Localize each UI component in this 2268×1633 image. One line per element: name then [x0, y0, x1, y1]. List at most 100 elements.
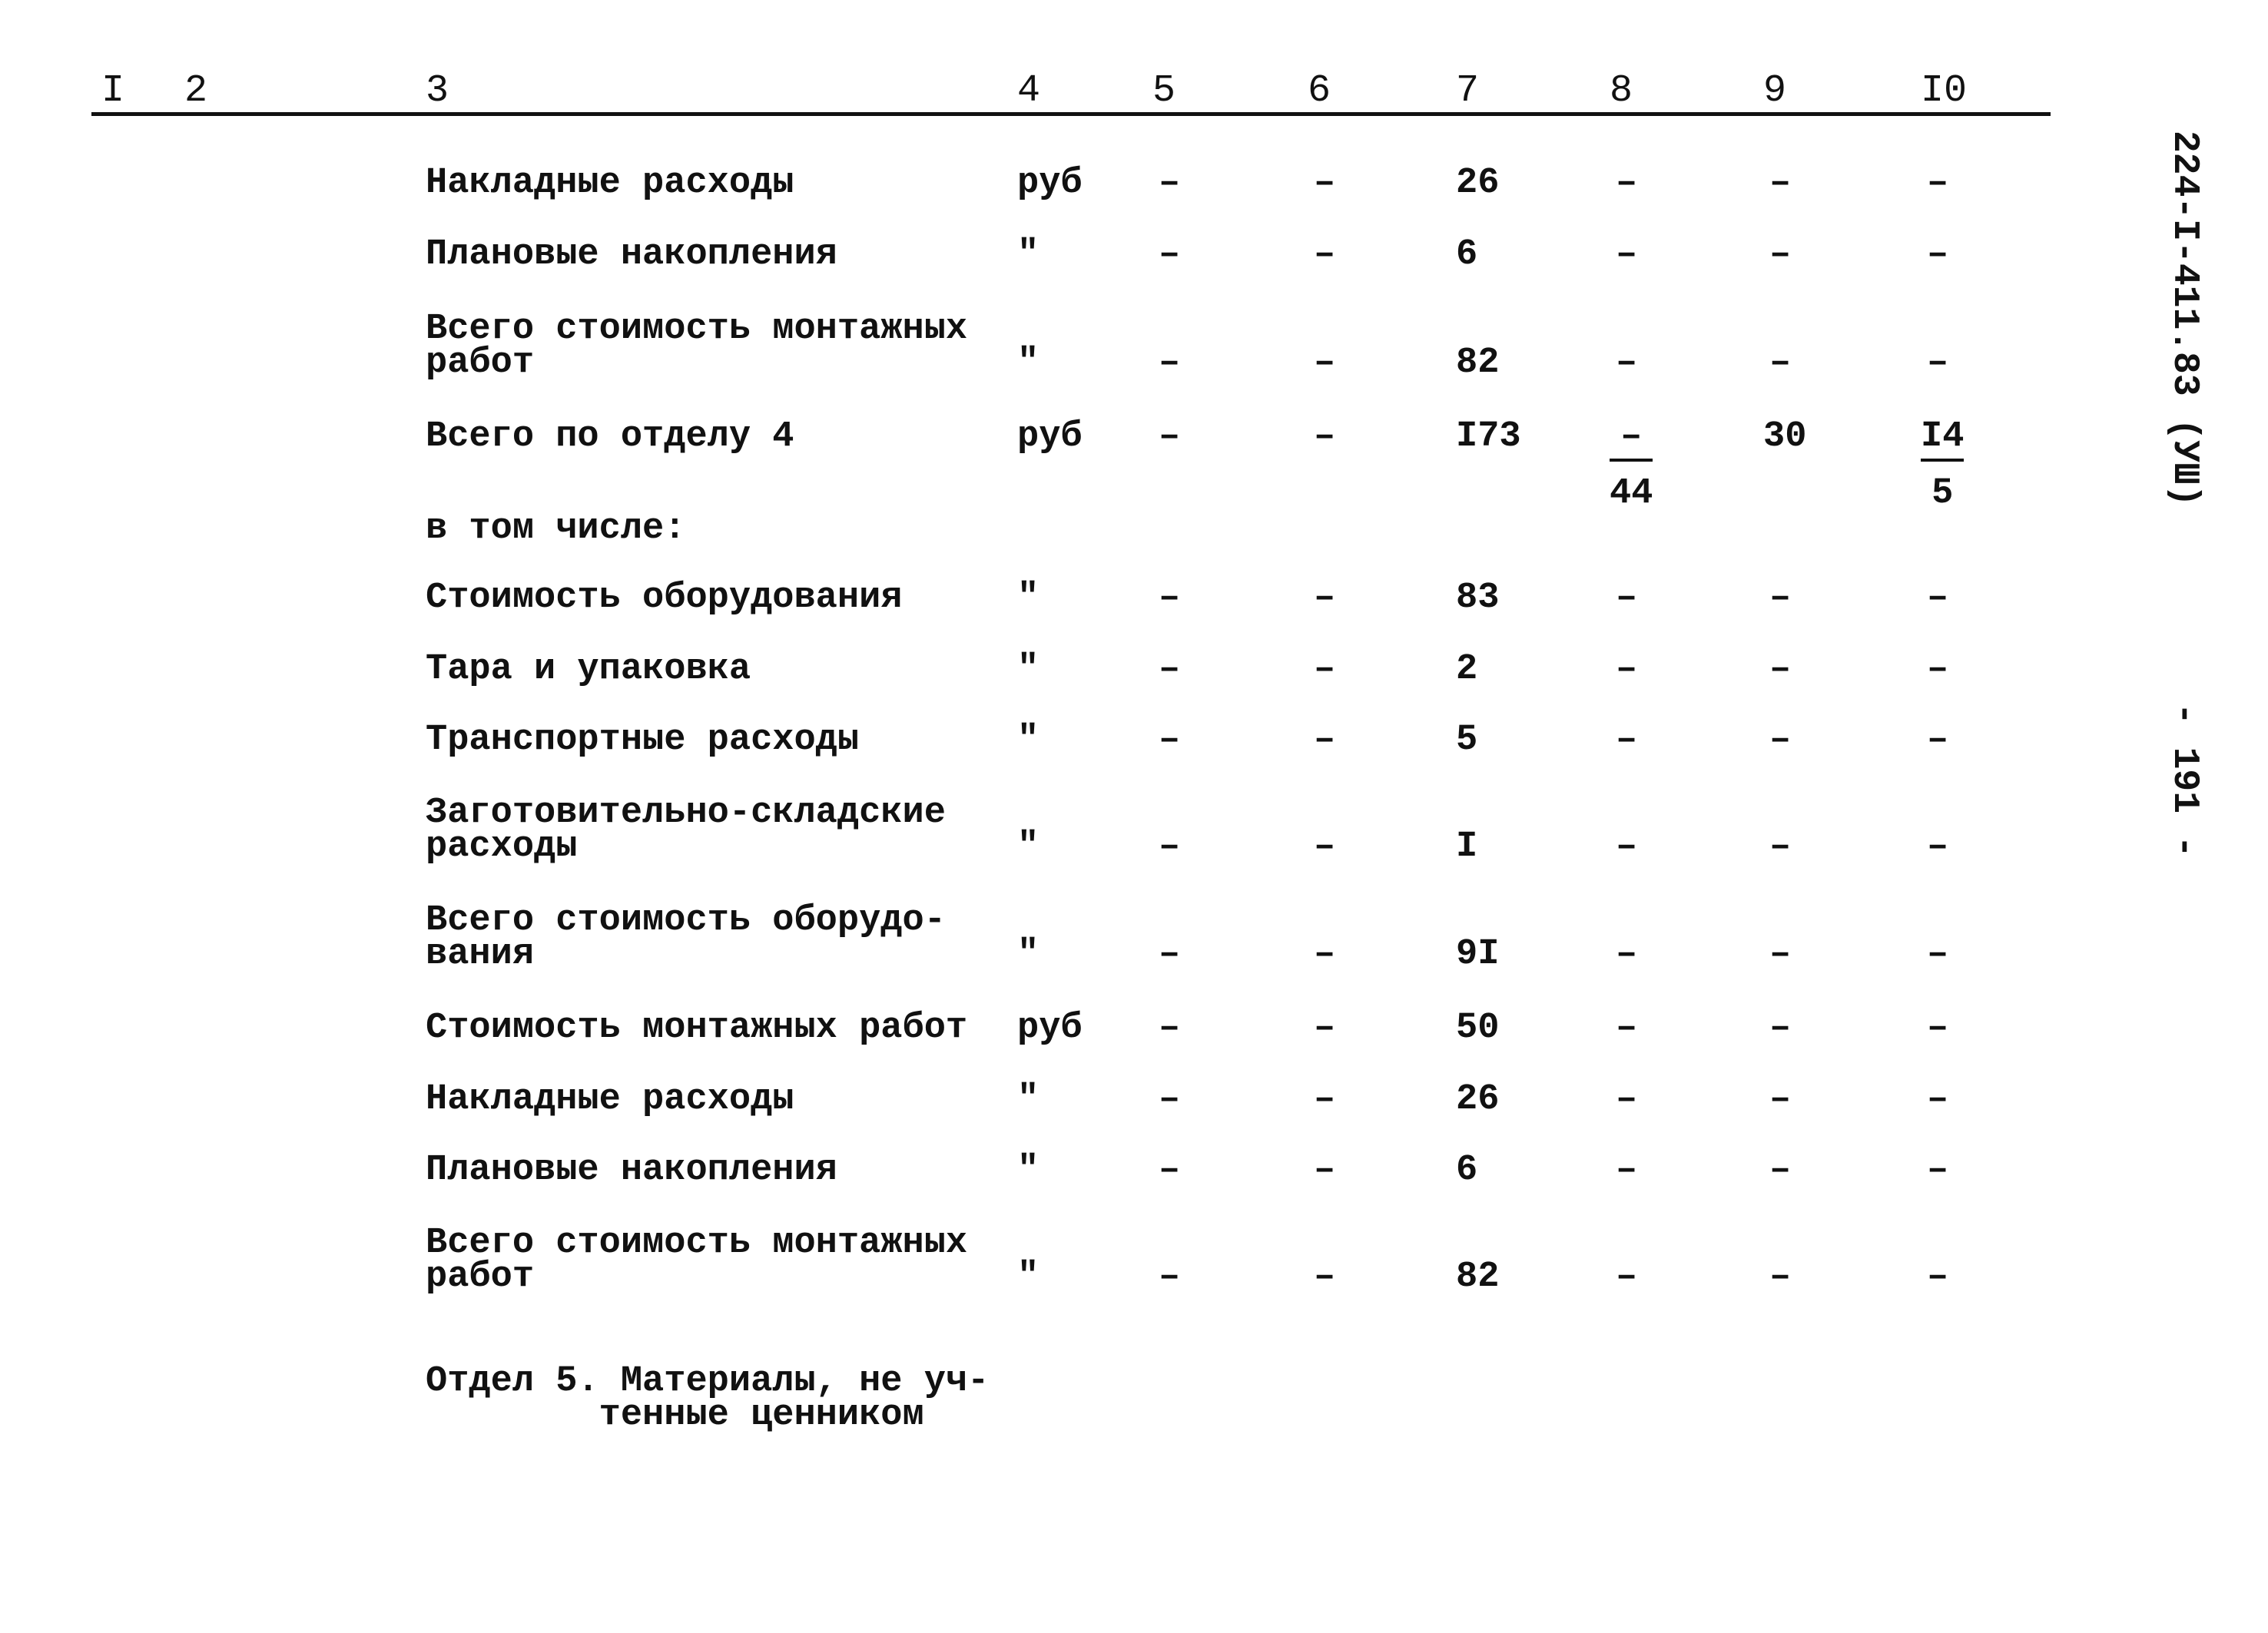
value-cell-c6: –: [1314, 234, 1336, 275]
value-cell-c10: –: [1927, 1079, 1949, 1120]
unit-cell: ": [1017, 649, 1040, 690]
row-label: Накладные расходы: [426, 1079, 794, 1120]
value-cell-c6: –: [1314, 1150, 1336, 1191]
value-cell-c7: 9I: [1456, 934, 1500, 975]
value-cell-c10: –: [1927, 1150, 1949, 1191]
column-header-6: 6: [1308, 69, 1331, 113]
value-cell-c8: –: [1616, 234, 1638, 275]
fraction-bottom: 44: [1610, 473, 1653, 514]
value-cell-c10: –: [1927, 649, 1949, 690]
unit-cell: ": [1017, 1150, 1040, 1191]
value-cell-c6: –: [1314, 1257, 1336, 1297]
column-header-8: 8: [1610, 69, 1633, 113]
column-header-3: 3: [426, 69, 449, 113]
value-cell-c6: –: [1314, 1079, 1336, 1120]
row-label: Всего стоимость монтажных: [426, 1223, 968, 1264]
value-cell-c10: –: [1927, 234, 1949, 275]
value-cell-c9: –: [1769, 234, 1792, 275]
value-cell-c5: –: [1159, 578, 1181, 618]
value-cell-c10: –: [1927, 934, 1949, 975]
value-cell-c5: –: [1159, 1257, 1181, 1297]
value-cell-c10: –: [1927, 720, 1949, 760]
fraction-cell-c10: I4 5: [1921, 419, 1965, 514]
column-header-4: 4: [1017, 69, 1041, 113]
value-cell-c7: 50: [1456, 1008, 1500, 1048]
value-cell-c5: –: [1159, 1079, 1181, 1120]
value-cell-c8: –: [1616, 1150, 1638, 1191]
fraction-top: –: [1610, 419, 1653, 462]
row-label: работ: [426, 343, 535, 383]
row-label: Накладные расходы: [426, 163, 794, 204]
value-cell-c10: –: [1927, 826, 1949, 867]
column-header-7: 7: [1456, 69, 1480, 113]
row-label: работ: [426, 1257, 535, 1297]
value-cell-c7: 26: [1456, 163, 1500, 204]
unit-cell: ": [1017, 343, 1040, 383]
value-cell-c5: –: [1159, 1150, 1181, 1191]
value-cell-c5: –: [1159, 649, 1181, 690]
value-cell-c7: 6: [1456, 1150, 1478, 1191]
value-cell-c10: –: [1927, 163, 1949, 204]
row-label: тенные ценником: [426, 1395, 924, 1436]
value-cell-c6: –: [1314, 649, 1336, 690]
value-cell-c9: –: [1769, 1150, 1792, 1191]
value-cell-c7: 82: [1456, 1257, 1500, 1297]
column-header-5: 5: [1152, 69, 1176, 113]
value-cell-c5: –: [1159, 234, 1181, 275]
unit-cell: ": [1017, 234, 1040, 275]
unit-cell: руб: [1017, 163, 1083, 204]
value-cell-c5: –: [1159, 720, 1181, 760]
value-cell-c6: –: [1314, 416, 1336, 457]
value-cell-c6: –: [1314, 934, 1336, 975]
row-label: Стоимость оборудования: [426, 578, 903, 618]
value-cell-c9: –: [1769, 826, 1792, 867]
value-cell-c9: 30: [1763, 416, 1807, 457]
row-label: Отдел 5. Материалы, не уч-: [426, 1361, 990, 1402]
value-cell-c8: –: [1616, 1257, 1638, 1297]
row-label: Всего стоимость монтажных: [426, 309, 968, 349]
value-cell-c7: 2: [1456, 649, 1478, 690]
row-label: Всего по отделу 4: [426, 416, 794, 457]
value-cell-c9: –: [1769, 720, 1792, 760]
row-label: Заготовительно-складские: [426, 793, 946, 833]
value-cell-c10: –: [1927, 1257, 1949, 1297]
column-header-1: I: [101, 69, 125, 113]
value-cell-c8: –: [1616, 826, 1638, 867]
row-label: вания: [426, 934, 535, 975]
value-cell-c8: –: [1616, 163, 1638, 204]
column-header-10: I0: [1921, 69, 1968, 113]
value-cell-c5: –: [1159, 343, 1181, 383]
value-cell-c6: –: [1314, 720, 1336, 760]
value-cell-c8: –: [1616, 1008, 1638, 1048]
value-cell-c9: –: [1769, 1079, 1792, 1120]
header-rule: [91, 112, 2051, 116]
fraction-cell-c8: – 44: [1610, 419, 1653, 512]
value-cell-c8: –: [1616, 720, 1638, 760]
fraction-bottom: 5: [1931, 473, 1954, 514]
value-cell-c5: –: [1159, 163, 1181, 204]
value-cell-c10: –: [1927, 1008, 1949, 1048]
value-cell-c9: –: [1769, 343, 1792, 383]
row-label: расходы: [426, 826, 578, 867]
column-header-2: 2: [184, 69, 208, 113]
page-number: - 191 -: [2164, 703, 2205, 858]
value-cell-c8: –: [1616, 649, 1638, 690]
value-cell-c6: –: [1314, 343, 1336, 383]
unit-cell: руб: [1017, 416, 1083, 457]
unit-cell: ": [1017, 826, 1040, 867]
value-cell-c5: –: [1159, 416, 1181, 457]
fraction-top: I4: [1921, 419, 1965, 462]
unit-cell: ": [1017, 934, 1040, 975]
value-cell-c9: –: [1769, 1257, 1792, 1297]
value-cell-c8: –: [1616, 578, 1638, 618]
value-cell-c7: I: [1456, 826, 1478, 867]
unit-cell: ": [1017, 720, 1040, 760]
value-cell-c9: –: [1769, 1008, 1792, 1048]
row-label: Транспортные расходы: [426, 720, 860, 760]
value-cell-c8: –: [1616, 934, 1638, 975]
unit-cell: ": [1017, 1079, 1040, 1120]
value-cell-c6: –: [1314, 1008, 1336, 1048]
value-cell-c7: 26: [1456, 1079, 1500, 1120]
unit-cell: руб: [1017, 1008, 1083, 1048]
value-cell-c5: –: [1159, 1008, 1181, 1048]
